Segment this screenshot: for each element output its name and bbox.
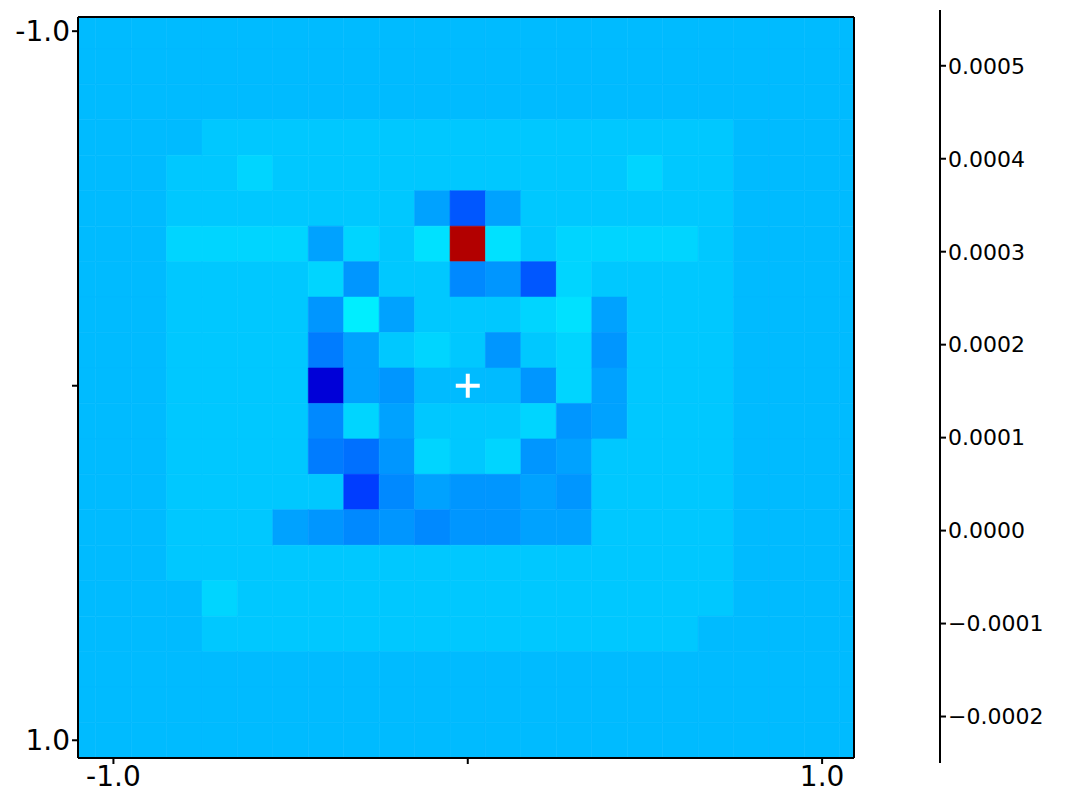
svg-text:-1.0: -1.0	[15, 15, 70, 48]
svg-text:0.0005: 0.0005	[948, 54, 1025, 79]
svg-text:0.0001: 0.0001	[948, 425, 1025, 450]
svg-text:-1.0: -1.0	[86, 760, 141, 793]
svg-text:0.0000: 0.0000	[948, 518, 1025, 543]
svg-text:1.0: 1.0	[800, 760, 845, 793]
svg-text:−0.0001: −0.0001	[948, 611, 1043, 636]
svg-text:0.0004: 0.0004	[948, 147, 1025, 172]
svg-text:1.0: 1.0	[25, 724, 70, 757]
svg-text:−0.0002: −0.0002	[948, 704, 1043, 729]
svg-text:0.0002: 0.0002	[948, 332, 1025, 357]
svg-text:0.0003: 0.0003	[948, 240, 1025, 265]
